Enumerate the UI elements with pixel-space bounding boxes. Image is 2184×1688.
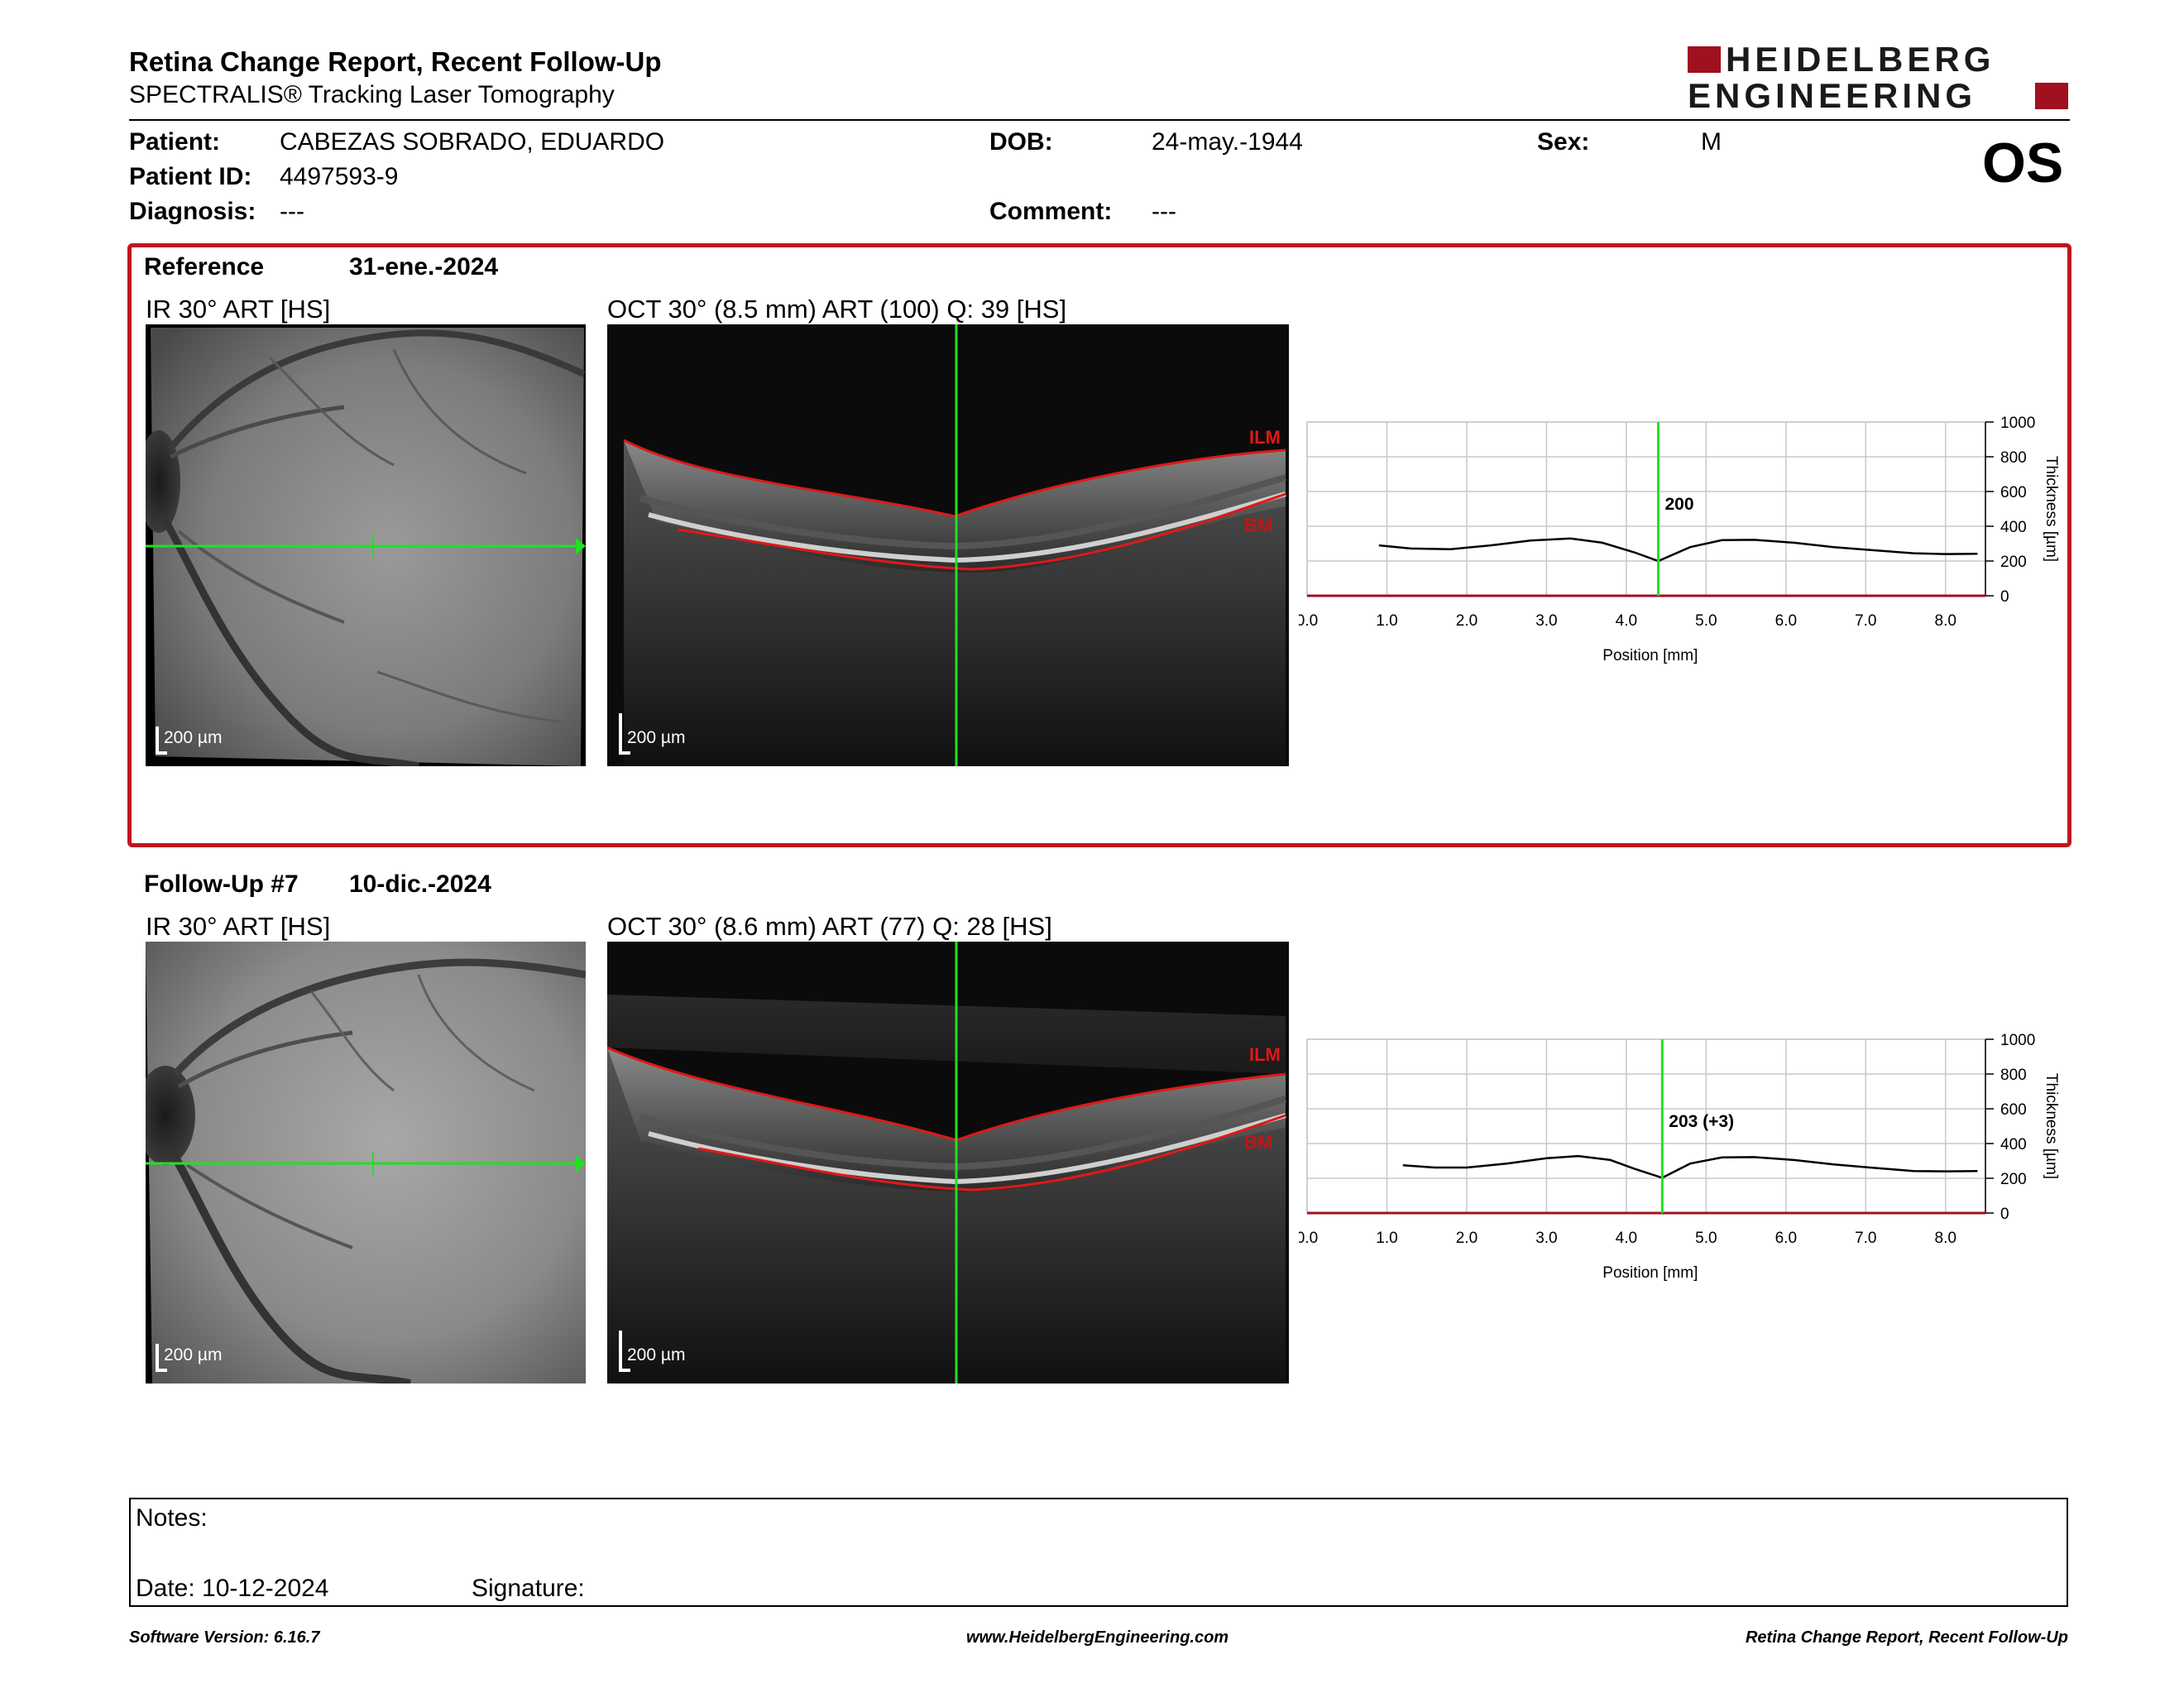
date-label: Date: 10-12-2024 [136,1575,329,1602]
x-tick-label: 0.0 [1299,1230,1318,1247]
x-tick-label: 6.0 [1775,612,1797,630]
company-logo: HEIDELBERG ENGINEERING [1688,40,2068,115]
header-divider [129,119,2070,121]
dob-value: 24-may.-1944 [1152,128,1303,156]
x-tick-label: 7.0 [1855,1230,1876,1247]
y-tick-label: 800 [2000,1067,2027,1084]
comment-label: Comment: [989,198,1113,225]
followup-oct-image: ILM BM 200 µm [607,942,1289,1383]
reference-bm-label: BM [1244,515,1272,535]
reference-date: 31-ene.-2024 [349,253,499,281]
logo-line-2: ENGINEERING [1688,76,1977,115]
followup-date: 10-dic.-2024 [349,870,491,898]
followup-ir-title: IR 30° ART [HS] [146,912,331,941]
x-tick-label: 3.0 [1535,612,1557,630]
report-subtitle: SPECTRALIS® Tracking Laser Tomography [129,81,615,108]
patient-id-label: Patient ID: [129,163,252,190]
y-tick-label: 1000 [2000,415,2035,432]
y-axis-label: Thickness [µm] [2043,456,2060,562]
x-tick-label: 3.0 [1535,1230,1557,1247]
y-tick-label: 1000 [2000,1032,2035,1049]
y-axis-label: Thickness [µm] [2043,1073,2060,1179]
signature-label: Signature: [472,1575,585,1602]
plot-area [1306,421,1986,597]
y-tick-label: 0 [2000,1206,2009,1223]
followup-oct-title: OCT 30° (8.6 mm) ART (77) Q: 28 [HS] [607,912,1052,941]
y-tick-label: 200 [2000,1171,2027,1188]
x-tick-label: 7.0 [1855,612,1876,630]
reference-oct-title: OCT 30° (8.5 mm) ART (100) Q: 39 [HS] [607,295,1067,324]
x-tick-label: 1.0 [1376,1230,1397,1247]
website-link[interactable]: www.HeidelbergEngineering.com [966,1628,1229,1647]
x-tick-label: 5.0 [1695,1230,1717,1247]
plot-area [1306,1038,1986,1214]
followup-ilm-label: ILM [1249,1044,1281,1065]
y-tick-label: 0 [2000,588,2009,606]
report-title: Retina Change Report, Recent Follow-Up [129,46,662,77]
logo-line-1: HEIDELBERG [1726,40,1995,79]
y-tick-label: 200 [2000,554,2027,571]
x-tick-label: 1.0 [1376,612,1397,630]
thickness-series-line [1378,537,1978,563]
diagnosis-label: Diagnosis: [129,198,256,225]
y-tick-label: 800 [2000,449,2027,467]
patient-id: 4497593-9 [280,163,399,190]
eye-indicator: OS [1982,132,2064,194]
followup-ir-image: 200 µm [146,942,586,1383]
x-axis-label: Position [mm] [1602,647,1698,664]
software-version: Software Version: 6.16.7 [129,1628,320,1647]
reference-ir-title: IR 30° ART [HS] [146,295,331,324]
reference-fundus-svg [146,328,586,766]
reference-ir-image: 200 µm [146,324,586,766]
reference-ilm-label: ILM [1249,427,1281,448]
cursor-value-label: 203 (+3) [1669,1112,1734,1131]
reference-frame [127,243,2071,847]
followup-fundus-svg [146,942,586,1383]
x-tick-label: 4.0 [1616,612,1637,630]
sex-label: Sex: [1537,128,1590,156]
followup-label: Follow-Up #7 [144,870,299,898]
x-tick-label: 4.0 [1616,1230,1637,1247]
cursor-value-label: 200 [1664,495,1693,514]
x-tick-label: 8.0 [1935,612,1956,630]
followup-thickness-chart: 0.0 1.0 2.0 3.0 4.0 5.0 6.0 7.0 8.0 0 200 400 600 800… [1299,1032,2060,1282]
diagnosis-value: --- [280,198,304,225]
y-tick-label: 400 [2000,1136,2027,1153]
reference-oct-image: ILM BM 200 µm [607,324,1289,766]
x-axis-label: Position [mm] [1602,1264,1698,1282]
reference-label: Reference [144,253,265,281]
x-tick-label: 0.0 [1299,612,1318,630]
followup-bm-label: BM [1244,1132,1272,1153]
notes-label: Notes: [136,1504,208,1532]
comment-value: --- [1152,198,1176,225]
followup-oct-svg: ILM BM [607,942,1287,1383]
reference-oct-svg: ILM BM [623,324,1287,766]
thickness-series-line [1402,1154,1978,1179]
x-tick-label: 8.0 [1935,1230,1956,1247]
dob-label: DOB: [989,128,1053,156]
footer-report-title: Retina Change Report, Recent Follow-Up [1745,1628,2068,1647]
reference-thickness-chart: 0.0 1.0 2.0 3.0 4.0 5.0 6.0 7.0 8.0 0 200 400 600 800… [1299,415,2060,664]
x-tick-label: 6.0 [1775,1230,1797,1247]
notes-box [129,1498,2068,1607]
x-tick-label: 5.0 [1695,612,1717,630]
x-tick-label: 2.0 [1456,1230,1478,1247]
patient-label: Patient: [129,128,221,156]
y-tick-label: 600 [2000,1101,2027,1119]
sex-value: M [1701,128,1722,156]
x-tick-label: 2.0 [1456,612,1478,630]
y-tick-label: 400 [2000,519,2027,536]
patient-name: CABEZAS SOBRADO, EDUARDO [280,128,665,156]
y-tick-label: 600 [2000,484,2027,501]
